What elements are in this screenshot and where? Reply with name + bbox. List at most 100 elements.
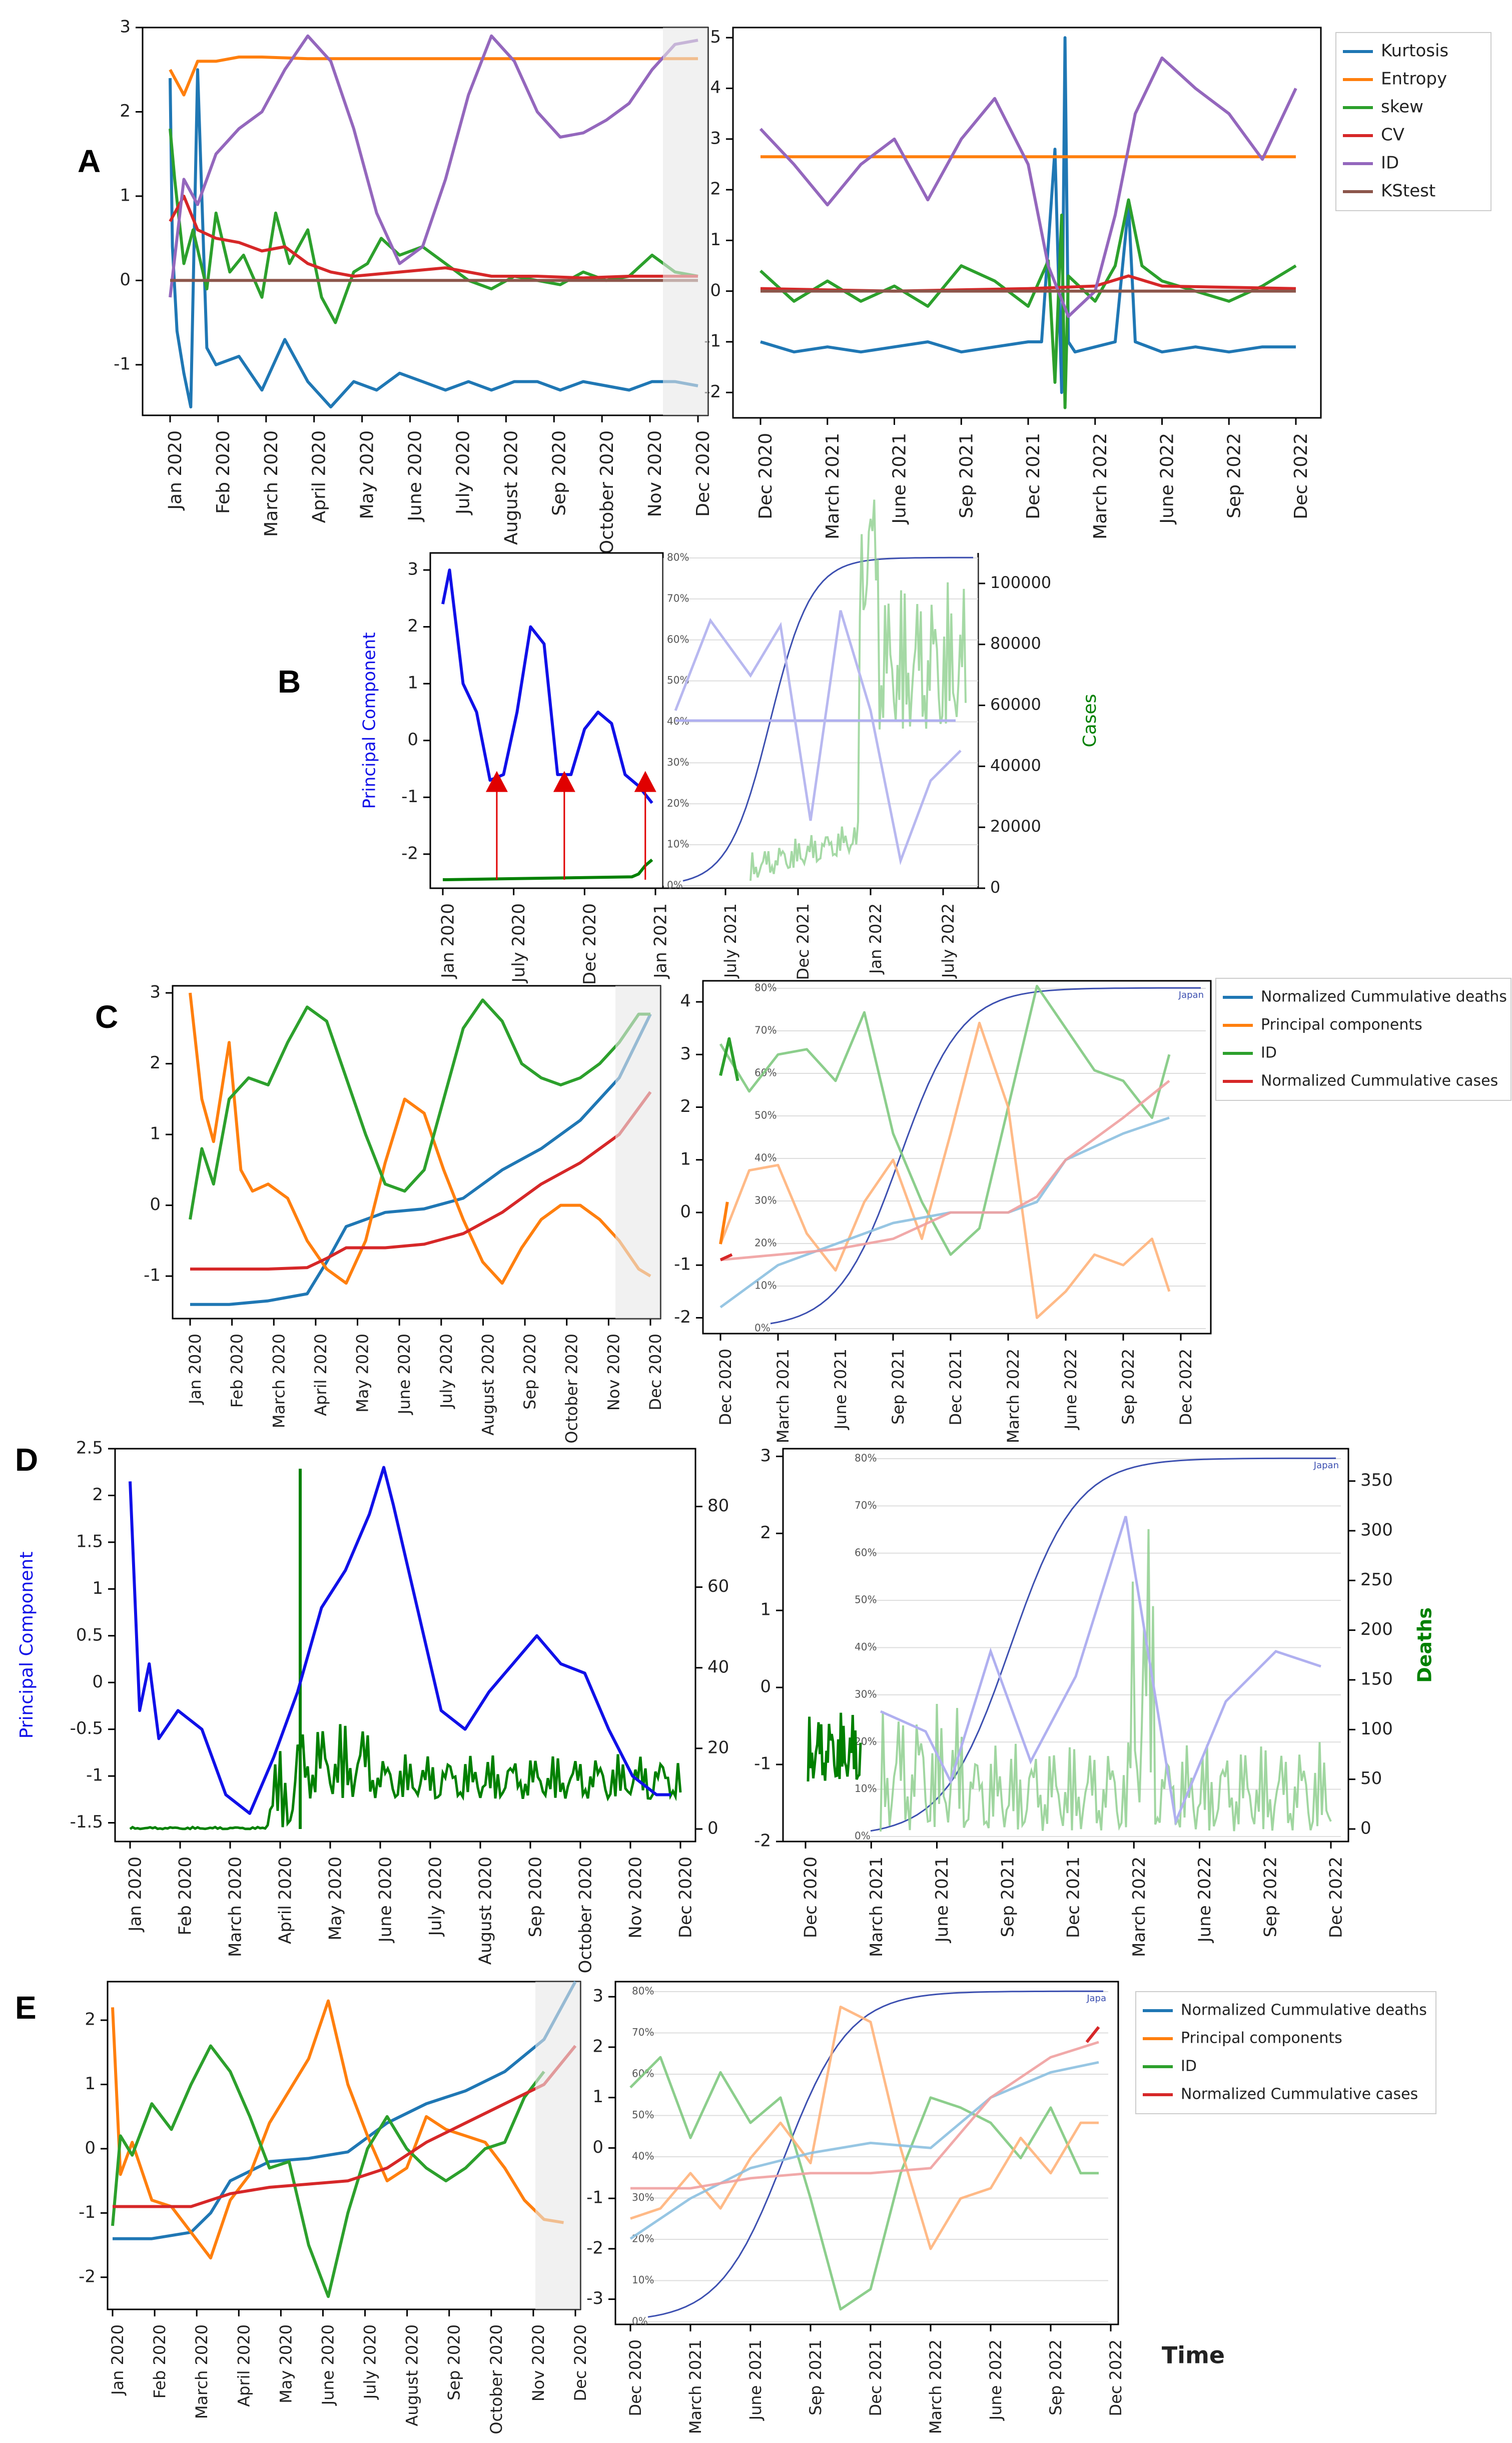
d1-ytick-label: 1 (92, 1578, 103, 1598)
a2-xtick-label: Dec 2022 (1291, 433, 1311, 519)
b1-peak-arrow (634, 771, 656, 792)
c2-ytick-label: 0 (680, 1201, 691, 1222)
d2-overlay-pct-label: 80% (855, 1452, 877, 1464)
d2-ytick-label: 0 (760, 1677, 771, 1697)
c2-overlay-cumulative-line (770, 987, 1201, 1325)
e1-xtick-label: May 2020 (276, 2324, 295, 2403)
c2-legend-box (1215, 978, 1511, 1101)
d2-y2tick-label: 300 (1360, 1520, 1393, 1540)
d2-xtick-label: Dec 2022 (1326, 1857, 1346, 1938)
d2-overlay-pct-label: 20% (855, 1735, 877, 1747)
d1-deaths-series (129, 1724, 682, 1830)
c1-xtick-label: March 2020 (269, 1334, 288, 1428)
d1-xtick-label: October 2020 (576, 1857, 596, 1973)
panel-label-d: D (15, 1442, 39, 1478)
c2-ytick-label: 1 (680, 1149, 691, 1169)
panel-label-e: E (15, 1990, 37, 2026)
a2-xtick-label: June 2021 (890, 433, 910, 524)
c1-series-id (189, 998, 650, 1220)
a1-xtick-label: August 2020 (501, 430, 521, 545)
e2-series-cases-end (1085, 2026, 1100, 2043)
b1-ylabel: Principal Component (360, 632, 380, 809)
e1-xtick-label: Dec 2020 (571, 2324, 590, 2401)
b2-pc-faded-line (674, 610, 962, 866)
d1-y2tick-label: 40 (707, 1657, 729, 1677)
a2-series-skew (759, 198, 1297, 409)
d2-y2tick-label: 50 (1360, 1768, 1382, 1788)
c1-xtick-label: August 2020 (478, 1334, 497, 1436)
c2-series-id-start (719, 1037, 739, 1081)
d2-overlay-pct-label: 70% (855, 1499, 877, 1511)
d1-ytick-label: 2.5 (76, 1438, 103, 1458)
a1-xtick-label: Feb 2020 (213, 430, 234, 514)
d2-axes-frame (782, 1448, 1349, 1843)
e2-legend-label: ID (1181, 2058, 1197, 2075)
b2-y2tick-label: 20000 (990, 817, 1041, 836)
e2-legend-label: Principal components (1181, 2030, 1342, 2047)
c1-xtick-label: October 2020 (562, 1334, 581, 1444)
c1-fade-edge (615, 986, 660, 1319)
e1-xtick-label: June 2020 (318, 2324, 337, 2406)
c2-xtick-label: March 2022 (1004, 1349, 1023, 1443)
a2-ytick-label: 0 (710, 280, 721, 300)
e2-overlay-pct-label: 70% (632, 2026, 654, 2038)
d2-deaths-start (807, 1712, 862, 1782)
b2-y2tick-label: 40000 (990, 756, 1041, 775)
c2-overlay-pct-label: 70% (754, 1024, 777, 1036)
d2-pc-faded-line (880, 1516, 1321, 1826)
e1-xtick-label: March 2020 (192, 2324, 211, 2419)
b1-ytick-label: 3 (407, 559, 418, 579)
c2-overlay-pct-label: 10% (754, 1280, 777, 1292)
c2-axes-frame (702, 980, 1212, 1335)
a2-xtick-label: Sep 2022 (1224, 433, 1244, 518)
a1-xtick-label: April 2020 (309, 430, 330, 523)
a1-xtick-label: May 2020 (357, 430, 378, 519)
d1-ytick-label: -1 (86, 1765, 103, 1785)
c2-series-cases-faded (720, 1079, 1170, 1262)
b2-cases-series (749, 499, 967, 881)
e2-overlay-pct-label: 30% (632, 2191, 654, 2203)
b2-y2label: Cases (1080, 694, 1100, 748)
e1-xtick-label: October 2020 (487, 2324, 506, 2434)
c2-xtick-label: Dec 2022 (1176, 1349, 1195, 1426)
a1-xtick-label: Jan 2020 (165, 430, 186, 511)
d2-xtick-label: June 2021 (932, 1857, 952, 1943)
a2-legend-label: Kurtosis (1381, 41, 1448, 61)
c1-xtick-label: June 2020 (395, 1334, 414, 1415)
b2-overlay-cumulative-line (682, 556, 973, 882)
b2-y2tick-label: 60000 (990, 695, 1041, 714)
e1-axes-frame (107, 1981, 581, 2310)
d1-ylabel: Principal Component (17, 1552, 37, 1739)
a1-ytick-label: 3 (120, 17, 131, 37)
e2-xlabel: Time (1162, 2342, 1225, 2369)
b2-xtick-label: July 2022 (939, 903, 958, 979)
c1-xtick-label: Dec 2020 (646, 1334, 665, 1411)
d2-y2tick-label: 150 (1360, 1669, 1393, 1689)
b1-peak-arrow (553, 771, 575, 792)
d1-ytick-label: -1.5 (70, 1812, 103, 1832)
d2-y2label: Deaths (1414, 1607, 1436, 1683)
a1-axes-frame (142, 27, 709, 416)
b1-xtick-label: July 2020 (509, 903, 529, 983)
a1-fade-edge (663, 28, 708, 415)
d1-y2tick-label: 60 (707, 1576, 729, 1596)
a2-xtick-label: March 2022 (1090, 433, 1111, 539)
e2-overlay-pct-label: 40% (632, 2150, 654, 2162)
e2-legend-label: Normalized Cummulative deaths (1181, 2002, 1427, 2019)
a2-legend-label: ID (1381, 153, 1399, 173)
d1-xtick-label: Sep 2020 (526, 1857, 546, 1937)
a2-legend-box (1335, 32, 1491, 211)
b2-overlay-pct-label: 20% (667, 797, 689, 809)
e2-xtick-label: March 2021 (686, 2339, 705, 2434)
c2-series-id-faded (719, 985, 1171, 1256)
a2-legend-label: KStest (1381, 181, 1435, 201)
a1-series-skew (169, 128, 698, 324)
d1-xtick-label: May 2020 (326, 1857, 346, 1941)
a2-xtick-label: June 2022 (1157, 433, 1178, 524)
a1-ytick-label: 1 (120, 185, 131, 205)
a1-xtick-label: Nov 2020 (645, 430, 665, 517)
d2-overlay-cumulative-line (870, 1457, 1336, 1832)
a2-xtick-label: Sep 2021 (956, 433, 977, 518)
d2-ytick-label: 2 (760, 1523, 771, 1543)
e2-xtick-label: Sep 2021 (806, 2339, 825, 2415)
